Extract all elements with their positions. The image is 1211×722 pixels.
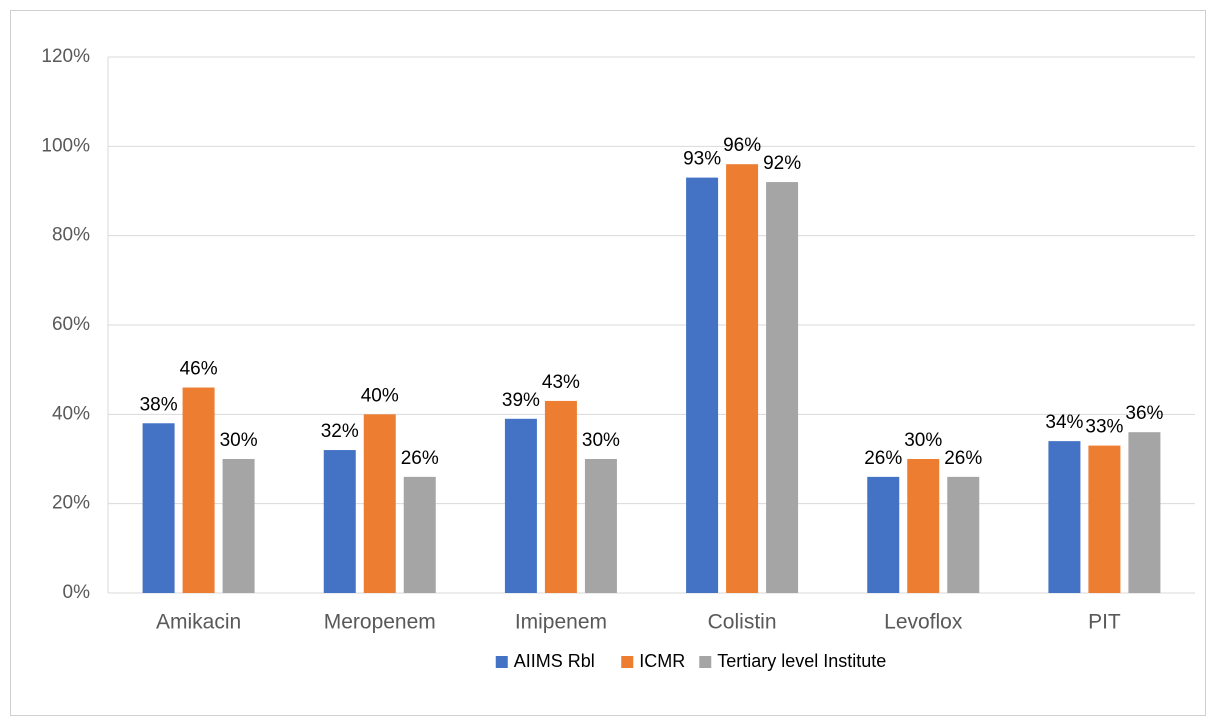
- value-label: 30%: [904, 430, 942, 451]
- bar: [726, 164, 759, 593]
- y-tick-label: 0%: [63, 582, 91, 603]
- bar: [1048, 441, 1081, 593]
- x-tick-label: Meropenem: [324, 611, 436, 634]
- bar: [363, 414, 396, 593]
- value-label: 26%: [401, 448, 439, 469]
- value-label: 34%: [1045, 412, 1083, 433]
- legend-swatch: [699, 656, 712, 668]
- value-label: 30%: [220, 430, 258, 451]
- y-tick-label: 80%: [52, 225, 90, 246]
- value-label: 30%: [582, 430, 620, 451]
- bar: [766, 182, 799, 594]
- y-tick-label: 20%: [52, 493, 90, 514]
- x-tick-label: Imipenem: [515, 611, 607, 634]
- legend-label: AIIMS Rbl: [514, 651, 595, 671]
- value-label: 39%: [502, 390, 540, 411]
- value-label: 92%: [763, 153, 801, 174]
- x-tick-label: Colistin: [708, 611, 777, 634]
- value-label: 33%: [1085, 417, 1123, 438]
- bar: [947, 476, 980, 593]
- bar: [1088, 445, 1121, 593]
- chart-border: [10, 10, 1206, 716]
- bar: [1128, 432, 1161, 593]
- value-label: 40%: [361, 385, 399, 406]
- value-label: 46%: [180, 359, 218, 380]
- value-label: 93%: [683, 149, 721, 170]
- bar: [403, 476, 436, 593]
- y-tick-label: 120%: [41, 46, 90, 67]
- value-label: 32%: [321, 421, 359, 442]
- x-tick-label: PIT: [1088, 611, 1121, 634]
- value-label: 96%: [723, 135, 761, 156]
- legend-swatch: [621, 656, 634, 668]
- legend-label: Tertiary level Institute: [717, 651, 886, 671]
- y-tick-label: 100%: [41, 135, 90, 156]
- bar: [222, 459, 255, 593]
- value-label: 38%: [140, 394, 178, 415]
- bar: [182, 387, 215, 593]
- bar: [544, 400, 577, 593]
- y-tick-label: 40%: [52, 403, 90, 424]
- value-label: 36%: [1125, 403, 1163, 424]
- legend-swatch: [495, 656, 508, 668]
- x-tick-label: Amikacin: [156, 611, 241, 634]
- x-tick-label: Levoflox: [884, 611, 963, 634]
- y-tick-label: 60%: [52, 314, 90, 335]
- bar: [907, 459, 940, 593]
- legend-label: ICMR: [639, 651, 685, 671]
- bar: [142, 423, 175, 593]
- value-label: 43%: [542, 372, 580, 393]
- bar: [686, 177, 719, 593]
- bar: [867, 476, 900, 593]
- bar: [323, 450, 356, 593]
- bar: [584, 459, 617, 593]
- value-label: 26%: [864, 448, 902, 469]
- value-label: 26%: [944, 448, 982, 469]
- bar: [504, 418, 537, 593]
